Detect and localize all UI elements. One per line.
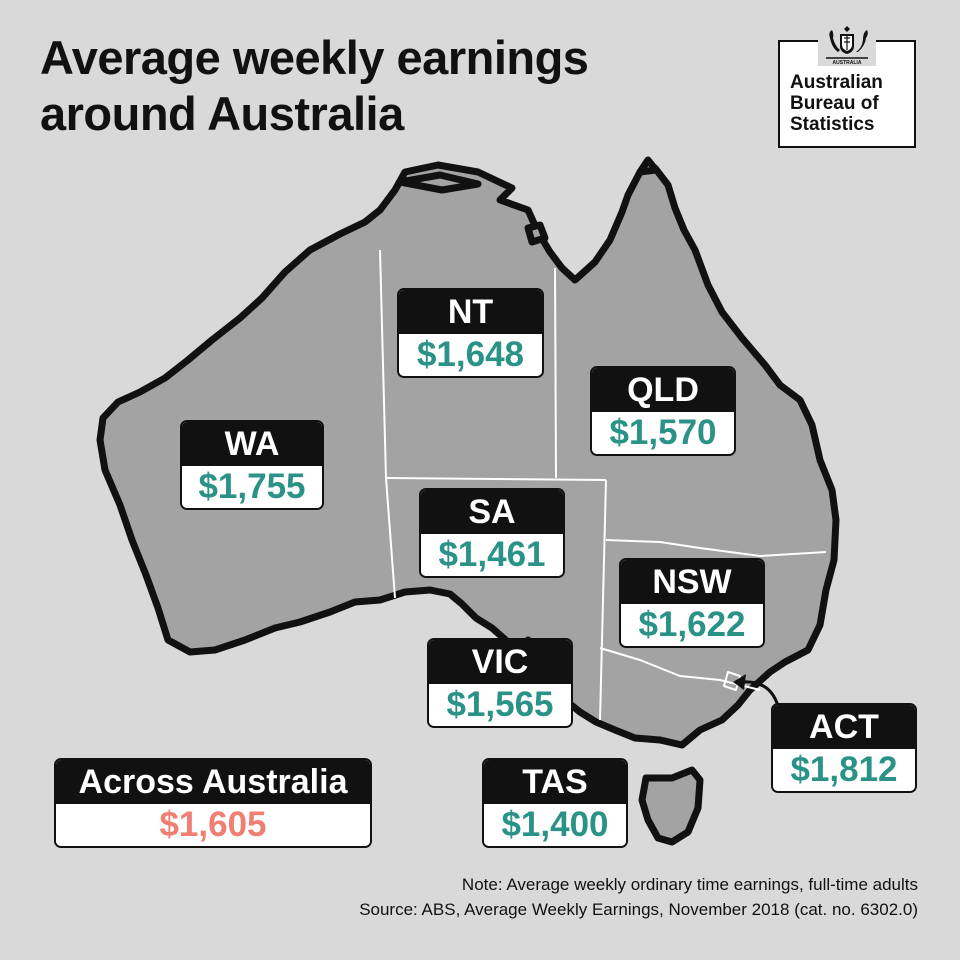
title-line-2: around Australia	[40, 87, 404, 140]
abs-logo: AUSTRALIA Australian Bureau of Statistic…	[778, 22, 916, 148]
logo-line-2: Bureau of	[790, 93, 879, 114]
groote-island-shape	[524, 221, 549, 246]
region-earnings: $1,648	[399, 334, 542, 376]
border-nsw-vic	[599, 647, 761, 691]
tiwi-island-shape	[396, 171, 482, 194]
title-line-1: Average weekly earnings	[40, 31, 589, 84]
region-earnings: $1,622	[621, 604, 763, 646]
border-nt-qld	[554, 267, 557, 479]
logo-line-3: Statistics	[790, 114, 875, 135]
border-sa-east	[599, 479, 607, 721]
page-title: Average weekly earnings around Australia	[40, 30, 589, 142]
region-code: QLD	[592, 368, 734, 412]
national-label: Across Australia	[56, 760, 370, 804]
region-label-act: ACT $1,812	[771, 703, 917, 793]
act-pointer-arrow	[741, 680, 780, 707]
footnote: Note: Average weekly ordinary time earni…	[359, 872, 918, 922]
region-earnings: $1,400	[484, 804, 626, 846]
region-label-wa: WA $1,755	[180, 420, 324, 510]
border-qld-nsw	[605, 539, 827, 557]
logo-box	[778, 40, 916, 148]
region-label-nsw: NSW $1,622	[619, 558, 765, 648]
region-label-sa: SA $1,461	[419, 488, 565, 578]
national-average-label: Across Australia $1,605	[54, 758, 372, 848]
region-code: SA	[421, 490, 563, 534]
logo-line-1: Australian	[790, 72, 883, 93]
region-earnings: $1,461	[421, 534, 563, 576]
region-code: VIC	[429, 640, 571, 684]
note-line: Note: Average weekly ordinary time earni…	[461, 875, 918, 894]
coat-of-arms-icon: AUSTRALIA	[818, 22, 876, 66]
source-line: Source: ABS, Average Weekly Earnings, No…	[359, 900, 918, 919]
border-nt-sa	[385, 477, 607, 481]
national-earnings: $1,605	[56, 804, 370, 846]
region-label-qld: QLD $1,570	[590, 366, 736, 456]
logo-text: Australian Bureau of Statistics	[790, 72, 883, 135]
crest-text: AUSTRALIA	[833, 60, 862, 66]
act-pointer-arrowhead	[733, 674, 746, 690]
region-earnings: $1,755	[182, 466, 322, 508]
region-earnings: $1,812	[773, 749, 915, 791]
border-act	[723, 671, 741, 691]
cape-york-tip	[636, 156, 660, 176]
region-code: NSW	[621, 560, 763, 604]
region-code: ACT	[773, 705, 915, 749]
tasmania-shape	[638, 766, 704, 846]
region-label-nt: NT $1,648	[397, 288, 544, 378]
region-code: WA	[182, 422, 322, 466]
region-code: TAS	[484, 760, 626, 804]
region-label-tas: TAS $1,400	[482, 758, 628, 848]
region-earnings: $1,570	[592, 412, 734, 454]
region-earnings: $1,565	[429, 684, 571, 726]
region-label-vic: VIC $1,565	[427, 638, 573, 728]
region-code: NT	[399, 290, 542, 334]
